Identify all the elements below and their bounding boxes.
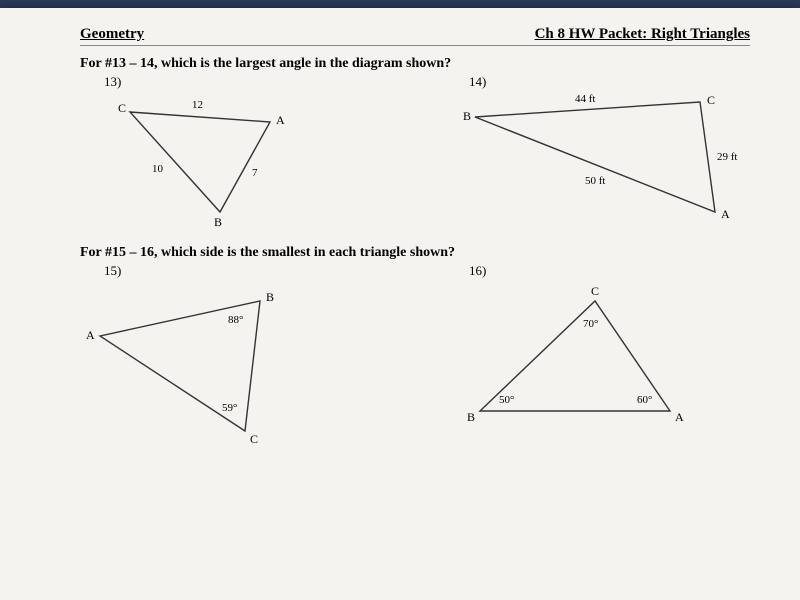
- p16-vertex-B: B: [467, 410, 475, 424]
- problem-13: 13) C A B 12 10 7: [80, 74, 385, 237]
- triangle-16-svg: B C A 50° 70° 60°: [445, 281, 705, 451]
- section2-prompt: For #15 – 16, which side is the smallest…: [80, 245, 750, 261]
- p14-vertex-B: B: [463, 109, 471, 123]
- p15-vertex-A: A: [86, 328, 95, 342]
- triangle-15-svg: A B C 88° 59°: [80, 281, 320, 451]
- problem-14: 14) B C A 44 ft 29 ft 50 ft: [445, 74, 750, 237]
- p15-vertex-B: B: [266, 290, 274, 304]
- problem-15: 15) A B C 88° 59°: [80, 263, 385, 451]
- p16-angle-B: 50°: [499, 394, 514, 406]
- p13-side-CA: 12: [192, 99, 203, 111]
- problem-16-diagram: B C A 50° 70° 60°: [445, 281, 750, 451]
- p13-vertex-A: A: [276, 113, 285, 127]
- triangle-14-svg: B C A 44 ft 29 ft 50 ft: [445, 92, 745, 237]
- p16-angle-C: 70°: [583, 318, 598, 330]
- problem-14-diagram: B C A 44 ft 29 ft 50 ft: [445, 92, 750, 237]
- p13-vertex-C: C: [118, 101, 126, 115]
- problem-13-diagram: C A B 12 10 7: [80, 92, 385, 237]
- p14-vertex-A: A: [721, 207, 730, 221]
- section2-problems: 15) A B C 88° 59° 16) B C A: [80, 263, 750, 451]
- problem-15-number: 15): [104, 263, 385, 279]
- p15-angle-C: 59°: [222, 402, 237, 414]
- worksheet-paper: Geometry Ch 8 HW Packet: Right Triangles…: [0, 8, 800, 600]
- p14-side-BA: 50 ft: [585, 175, 605, 187]
- section1-problems: 13) C A B 12 10 7 14) B C: [80, 74, 750, 237]
- problem-16-number: 16): [469, 263, 750, 279]
- p16-vertex-C: C: [591, 284, 599, 298]
- problem-14-number: 14): [469, 74, 750, 90]
- problem-15-diagram: A B C 88° 59°: [80, 281, 385, 451]
- p13-vertex-B: B: [214, 215, 222, 229]
- p15-angle-B: 88°: [228, 314, 243, 326]
- p14-side-CA: 29 ft: [717, 151, 737, 163]
- p14-vertex-C: C: [707, 93, 715, 107]
- subject-label: Geometry: [80, 26, 144, 43]
- problem-13-number: 13): [104, 74, 385, 90]
- p13-side-CB: 10: [152, 163, 164, 175]
- packet-title: Ch 8 HW Packet: Right Triangles: [535, 26, 750, 43]
- triangle-13-svg: C A B 12 10 7: [80, 92, 300, 237]
- problem-16: 16) B C A 50° 70° 60°: [445, 263, 750, 451]
- p14-side-BC: 44 ft: [575, 93, 595, 105]
- p16-vertex-A: A: [675, 410, 684, 424]
- section1-prompt: For #13 – 14, which is the largest angle…: [80, 56, 750, 72]
- header-row: Geometry Ch 8 HW Packet: Right Triangles: [80, 26, 750, 46]
- p16-angle-A: 60°: [637, 394, 652, 406]
- p13-side-AB: 7: [252, 167, 258, 179]
- p15-vertex-C: C: [250, 432, 258, 446]
